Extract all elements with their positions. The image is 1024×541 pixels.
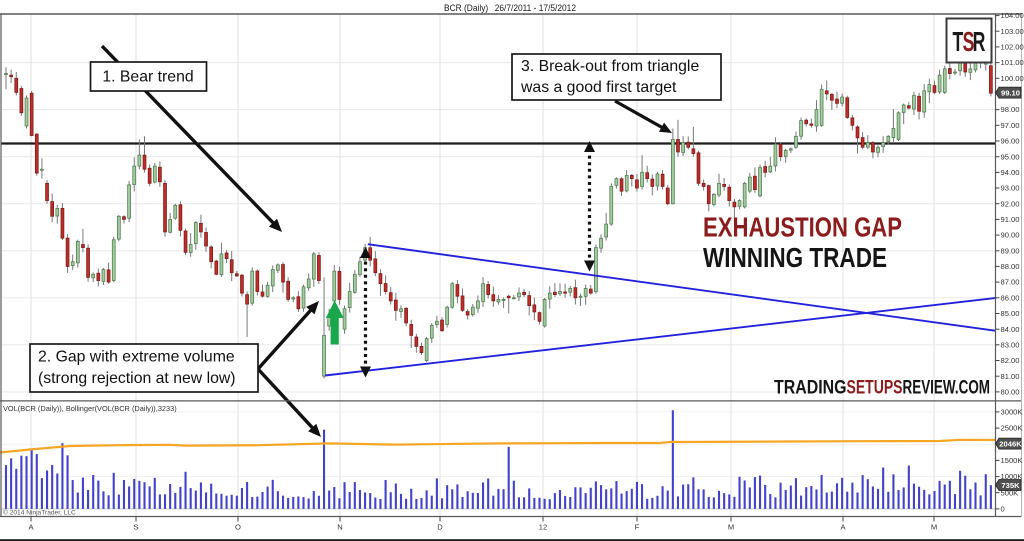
svg-text:S: S	[963, 26, 975, 57]
svg-text:was a good first target: was a good first target	[520, 79, 677, 96]
svg-text:BCR (Daily) 26/7/2011 - 17/5/: BCR (Daily) 26/7/2011 - 17/5/2012	[444, 3, 576, 14]
svg-text:M: M	[728, 523, 734, 532]
svg-text:104.00: 104.00	[1001, 11, 1024, 20]
svg-text:93.00: 93.00	[1001, 184, 1020, 193]
svg-text:82.00: 82.00	[1001, 356, 1020, 365]
svg-text:EXHAUSTION GAP: EXHAUSTION GAP	[703, 212, 902, 243]
svg-text:2046K: 2046K	[999, 439, 1022, 448]
svg-text:101.00: 101.00	[1001, 58, 1024, 67]
svg-text:T: T	[953, 26, 964, 57]
svg-text:(strong rejection at new low): (strong rejection at new low)	[38, 370, 236, 387]
svg-text:89.00: 89.00	[1001, 246, 1020, 255]
svg-text:TRADING: TRADING	[774, 378, 847, 399]
svg-text:F: F	[635, 523, 640, 532]
svg-text:WINNING TRADE: WINNING TRADE	[703, 242, 887, 273]
svg-text:98.00: 98.00	[1001, 105, 1020, 114]
svg-text:86.00: 86.00	[1001, 293, 1020, 302]
svg-text:94.00: 94.00	[1001, 168, 1020, 177]
svg-text:M: M	[931, 523, 937, 532]
svg-text:12: 12	[539, 523, 547, 532]
svg-text:R: R	[973, 26, 986, 57]
svg-text:SETUPS: SETUPS	[847, 378, 903, 399]
svg-text:1500K: 1500K	[1001, 456, 1023, 465]
svg-text:VOL(BCR (Daily)), Bollinger(VO: VOL(BCR (Daily)), Bollinger(VOL(BCR (Dai…	[3, 404, 177, 413]
svg-text:92.00: 92.00	[1001, 199, 1020, 208]
svg-text:91.00: 91.00	[1001, 215, 1020, 224]
svg-text:2500K: 2500K	[1001, 424, 1023, 433]
svg-text:D: D	[437, 523, 443, 532]
svg-text:102.00: 102.00	[1001, 43, 1024, 52]
svg-text:103.00: 103.00	[1001, 27, 1024, 36]
svg-text:S: S	[133, 523, 138, 532]
svg-text:95.00: 95.00	[1001, 152, 1020, 161]
svg-text:735K: 735K	[1001, 481, 1020, 490]
svg-text:2. Gap with extreme volume: 2. Gap with extreme volume	[38, 349, 235, 366]
svg-text:A: A	[28, 523, 34, 532]
svg-text:83.00: 83.00	[1001, 340, 1020, 349]
svg-text:© 2014 NinjaTrader, LLC: © 2014 NinjaTrader, LLC	[3, 509, 76, 517]
svg-text:90.00: 90.00	[1001, 231, 1020, 240]
svg-text:A: A	[840, 523, 846, 532]
svg-text:81.00: 81.00	[1001, 372, 1020, 381]
svg-text:80.00: 80.00	[1001, 388, 1020, 397]
svg-text:3. Break-out from triangle: 3. Break-out from triangle	[521, 58, 699, 75]
svg-text:1. Bear trend: 1. Bear trend	[102, 69, 193, 86]
svg-text:N: N	[337, 523, 342, 532]
svg-text:99.10: 99.10	[1001, 88, 1020, 97]
svg-text:85.00: 85.00	[1001, 309, 1020, 318]
svg-text:97.00: 97.00	[1001, 121, 1020, 130]
svg-text:O: O	[235, 523, 241, 532]
svg-text:1000K: 1000K	[1001, 472, 1023, 481]
svg-text:500K: 500K	[1001, 488, 1019, 497]
svg-text:3000K: 3000K	[1001, 408, 1023, 417]
svg-text:96.00: 96.00	[1001, 137, 1020, 146]
svg-text:100.00: 100.00	[1001, 74, 1024, 83]
svg-text:REVIEW.COM: REVIEW.COM	[903, 378, 991, 399]
svg-text:87.00: 87.00	[1001, 278, 1020, 287]
svg-text:0: 0	[1001, 505, 1005, 514]
svg-text:88.00: 88.00	[1001, 262, 1020, 271]
svg-text:84.00: 84.00	[1001, 325, 1020, 334]
